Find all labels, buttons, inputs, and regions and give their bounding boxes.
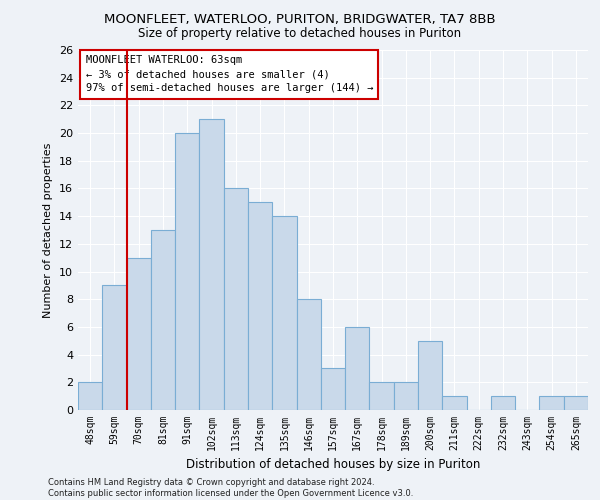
Bar: [151, 230, 175, 410]
Bar: [248, 202, 272, 410]
Bar: [442, 396, 467, 410]
Y-axis label: Number of detached properties: Number of detached properties: [43, 142, 53, 318]
Bar: [199, 119, 224, 410]
Bar: [272, 216, 296, 410]
Bar: [370, 382, 394, 410]
Text: Size of property relative to detached houses in Puriton: Size of property relative to detached ho…: [139, 28, 461, 40]
Bar: [394, 382, 418, 410]
Bar: [102, 286, 127, 410]
Bar: [321, 368, 345, 410]
Bar: [296, 299, 321, 410]
Bar: [418, 341, 442, 410]
Bar: [491, 396, 515, 410]
Text: Contains HM Land Registry data © Crown copyright and database right 2024.
Contai: Contains HM Land Registry data © Crown c…: [48, 478, 413, 498]
Text: MOONFLEET, WATERLOO, PURITON, BRIDGWATER, TA7 8BB: MOONFLEET, WATERLOO, PURITON, BRIDGWATER…: [104, 12, 496, 26]
Bar: [224, 188, 248, 410]
Bar: [127, 258, 151, 410]
Text: MOONFLEET WATERLOO: 63sqm
← 3% of detached houses are smaller (4)
97% of semi-de: MOONFLEET WATERLOO: 63sqm ← 3% of detach…: [86, 56, 373, 94]
Bar: [564, 396, 588, 410]
X-axis label: Distribution of detached houses by size in Puriton: Distribution of detached houses by size …: [186, 458, 480, 471]
Bar: [345, 327, 370, 410]
Bar: [78, 382, 102, 410]
Bar: [539, 396, 564, 410]
Bar: [175, 133, 199, 410]
